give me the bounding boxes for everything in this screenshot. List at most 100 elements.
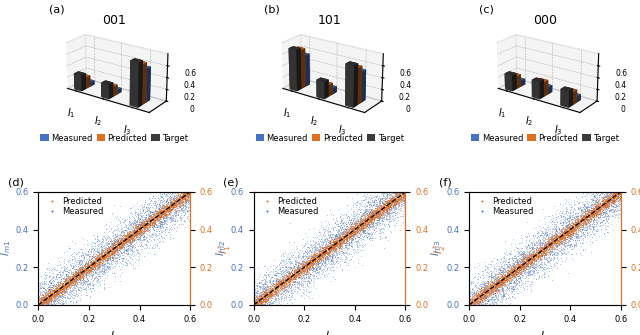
Point [588, 213, 598, 218]
Point [508, 267, 518, 272]
Point [400, 192, 410, 198]
Point [531, 242, 541, 247]
Point [554, 236, 564, 241]
Point [378, 202, 388, 207]
Point [101, 249, 111, 255]
Point [143, 216, 154, 222]
Point [120, 235, 131, 241]
Point [370, 203, 380, 209]
Point [532, 230, 542, 236]
Point [511, 272, 521, 277]
Point [83, 252, 93, 257]
Point [562, 229, 572, 234]
Point [523, 259, 533, 265]
Point [346, 228, 356, 233]
Point [319, 226, 329, 231]
Point [274, 279, 284, 285]
Point [291, 272, 301, 277]
Point [67, 270, 77, 275]
Point [81, 271, 92, 277]
Point [117, 251, 127, 256]
Point [521, 263, 531, 268]
Point [257, 302, 267, 308]
Point [131, 228, 141, 233]
Point [98, 257, 108, 262]
Point [76, 266, 86, 271]
Point [81, 265, 91, 270]
Point [333, 230, 343, 236]
Point [366, 218, 376, 223]
Point [582, 218, 593, 223]
Point [498, 286, 508, 291]
Point [323, 250, 333, 255]
Point [182, 192, 193, 197]
Point [149, 217, 159, 223]
Point [42, 297, 52, 303]
Point [319, 248, 330, 253]
Point [334, 251, 344, 257]
Point [108, 250, 118, 255]
Point [483, 266, 493, 272]
Point [578, 217, 588, 222]
Point [550, 226, 561, 231]
Point [592, 196, 602, 201]
Point [537, 252, 547, 257]
Point [44, 288, 54, 294]
Point [465, 302, 476, 308]
Point [335, 248, 345, 254]
Point [504, 263, 515, 268]
Point [340, 225, 350, 231]
Point [68, 274, 78, 279]
Point [539, 246, 549, 251]
Point [469, 290, 479, 295]
Point [119, 234, 129, 239]
Point [44, 302, 54, 308]
Point [552, 256, 562, 261]
Point [162, 189, 172, 195]
Point [93, 289, 104, 294]
Point [369, 223, 379, 229]
Point [466, 302, 476, 307]
Point [487, 280, 497, 285]
Point [532, 248, 542, 253]
Point [257, 277, 268, 283]
Point [353, 225, 364, 230]
Point [63, 280, 73, 286]
Point [394, 194, 404, 199]
Point [317, 251, 327, 256]
Point [182, 198, 193, 203]
Point [385, 204, 396, 210]
Point [304, 260, 314, 266]
Point [579, 210, 589, 215]
Point [278, 287, 288, 292]
Point [156, 213, 166, 218]
Point [508, 272, 518, 277]
Point [558, 237, 568, 243]
Point [389, 197, 399, 202]
Point [74, 269, 84, 274]
Point [284, 273, 294, 279]
Point [121, 233, 131, 238]
Point [121, 236, 131, 241]
Point [464, 299, 474, 305]
Point [351, 228, 362, 233]
Point [587, 197, 597, 202]
Point [492, 287, 502, 292]
Point [483, 288, 493, 293]
Point [112, 252, 122, 257]
Point [301, 269, 312, 274]
Point [307, 255, 317, 261]
Point [378, 205, 388, 210]
Point [77, 268, 87, 273]
Point [180, 198, 190, 204]
Point [467, 298, 477, 303]
Point [134, 229, 145, 235]
Point [103, 255, 113, 260]
Point [275, 260, 285, 266]
Point [614, 189, 625, 195]
Point [565, 242, 575, 247]
Point [576, 216, 586, 221]
Point [60, 286, 70, 291]
Point [614, 189, 625, 195]
Point [373, 213, 383, 219]
